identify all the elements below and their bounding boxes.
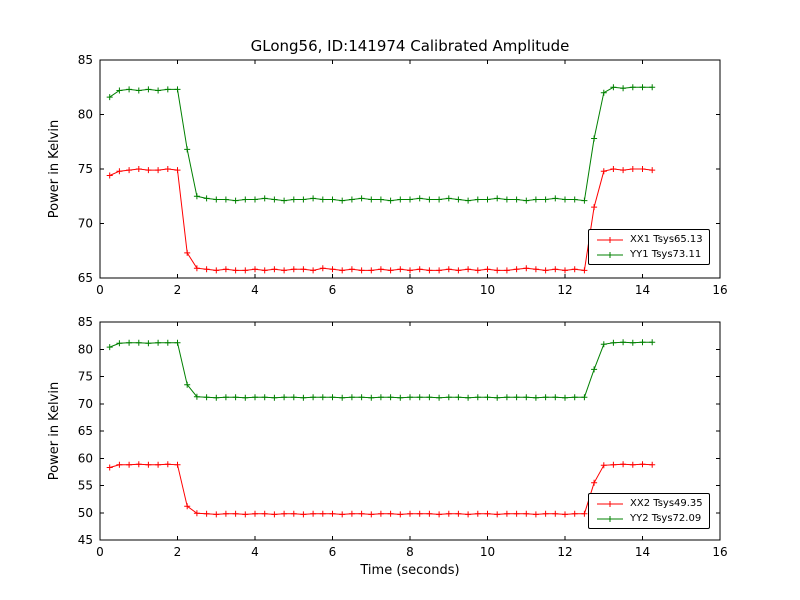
series-line-XX1 [109,168,653,271]
legend-line-swatch [597,251,623,258]
y-tick-label: 85 [78,315,93,329]
legend-line-swatch [597,236,623,243]
x-tick-label: 14 [635,545,650,559]
x-tick-label: 4 [251,545,259,559]
x-tick-label: 8 [406,283,414,297]
series-markers-XX1 [106,166,656,274]
legend-label: YY2 Tsys72.09 [630,513,702,524]
y-tick-label: 80 [78,342,93,356]
x-tick-label: 2 [174,545,182,559]
legend-entry: YY2 Tsys72.09 [595,512,703,525]
y-tick-label: 85 [78,53,93,67]
legend-entry: YY1 Tsys73.11 [595,248,703,261]
legend-line-sample [597,500,623,507]
x-tick-label: 10 [480,545,495,559]
legend-entry: XX1 Tsys65.13 [595,233,703,246]
legend-label: YY1 Tsys73.11 [630,249,702,260]
x-tick-label: 12 [557,545,572,559]
x-tick-label: 16 [712,545,727,559]
legend-line-swatch [597,500,623,507]
y-axis-label-top: Power in Kelvin [47,119,62,219]
x-tick-label: 10 [480,283,495,297]
x-tick-label: 0 [96,545,104,559]
x-tick-label: 0 [96,283,104,297]
series-line-YY2 [109,341,653,399]
x-tick-label: 6 [329,283,337,297]
series-markers-YY2 [106,339,656,401]
legend-label: XX2 Tsys49.35 [630,498,703,509]
x-tick-label: 6 [329,545,337,559]
x-axis-label: Time (seconds) [360,563,460,578]
x-tick-label: 4 [251,283,259,297]
legend-line-swatch [597,515,623,522]
legend-line-sample [597,515,623,522]
x-tick-label: 16 [712,283,727,297]
legend-top: XX1 Tsys65.13 YY1 Tsys73.11 [588,229,710,265]
x-tick-label: 2 [174,283,182,297]
y-tick-label: 70 [78,217,93,231]
x-tick-label: 8 [406,545,414,559]
y-tick-label: 65 [78,271,93,285]
legend-label: XX1 Tsys65.13 [630,234,703,245]
series-markers-XX2 [106,461,656,518]
y-tick-label: 70 [78,397,93,411]
series-line-XX2 [109,463,653,515]
legend-line-sample [597,251,623,258]
legend-line-sample [597,236,623,243]
y-tick-label: 75 [78,370,93,384]
series-markers-YY1 [106,84,656,204]
legend-entry: XX2 Tsys49.35 [595,497,703,510]
y-tick-label: 50 [78,506,93,520]
y-axis-label-bottom: Power in Kelvin [47,381,62,481]
figure-title: GLong56, ID:141974 Calibrated Amplitude [250,37,570,55]
x-tick-label: 12 [557,283,572,297]
legend-bottom: XX2 Tsys49.35 YY2 Tsys72.09 [588,493,710,529]
series-line-YY1 [109,86,653,202]
y-tick-label: 65 [78,424,93,438]
y-tick-label: 80 [78,108,93,122]
y-tick-label: 45 [78,533,93,547]
y-tick-label: 60 [78,451,93,465]
x-tick-label: 14 [635,283,650,297]
y-tick-label: 75 [78,162,93,176]
y-tick-label: 55 [78,479,93,493]
